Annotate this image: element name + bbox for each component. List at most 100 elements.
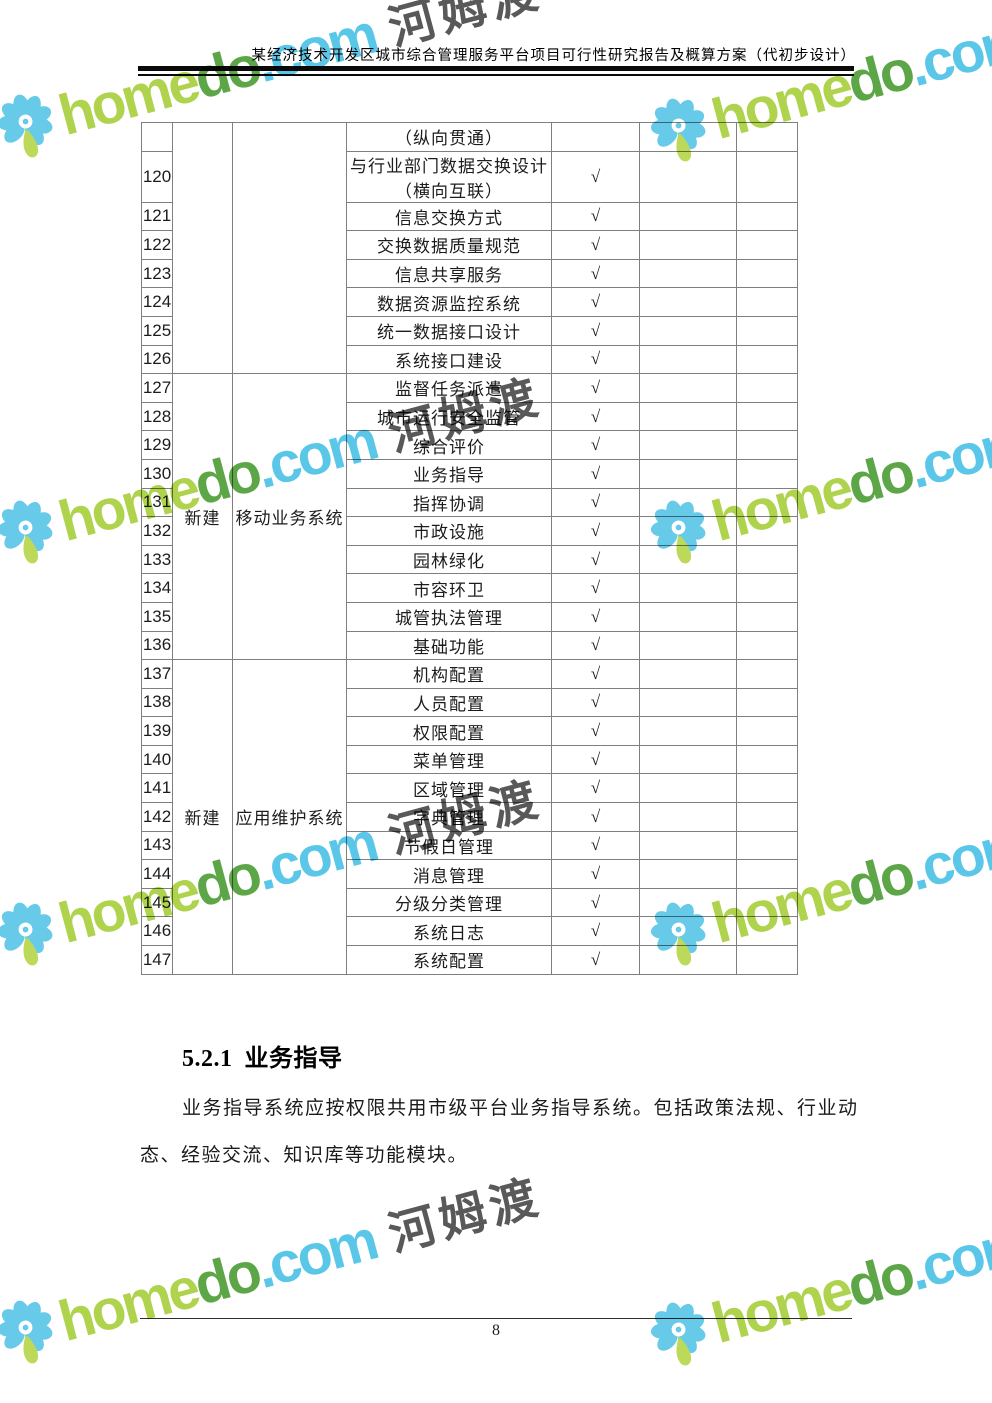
watermark: homedo.com 河姆渡 xyxy=(0,1159,550,1377)
section-number: 5.2.1 xyxy=(182,1046,233,1072)
table-row: 122 交换数据质量规范 √ xyxy=(141,230,798,260)
check-cell: √ xyxy=(551,287,640,317)
feature-cell: 区域管理 xyxy=(346,773,552,804)
table-row: 131 指挥协调 √ xyxy=(141,487,798,518)
document-header-title: 某经济技术开发区城市综合管理服务平台项目可行性研究报告及概算方案（代初步设计） xyxy=(251,48,856,64)
feature-cell: 业务指导 xyxy=(346,458,552,489)
table-row: （纵向贯通） xyxy=(141,121,798,375)
row-number-cell: 121 xyxy=(141,201,173,232)
empty-cell xyxy=(639,687,737,718)
empty-cell xyxy=(736,487,798,518)
check-cell xyxy=(551,122,640,152)
empty-cell xyxy=(736,773,798,804)
feature-cell: （纵向贯通） xyxy=(346,122,552,152)
empty-cell xyxy=(736,601,798,632)
row-number-cell: 134 xyxy=(141,573,173,603)
empty-cell xyxy=(639,230,737,260)
empty-cell xyxy=(639,487,737,518)
empty-cell xyxy=(639,744,737,775)
group-system-cell: 移动业务系统 xyxy=(232,373,347,661)
row-number-cell: 131 xyxy=(141,487,173,518)
empty-cell xyxy=(639,315,737,346)
row-number-cell: 139 xyxy=(141,716,173,746)
check-cell: √ xyxy=(551,573,640,603)
section-body: 业务指导系统应按权限共用市级平台业务指导系统。包括政策法规、行业动 态、经验交流… xyxy=(140,1085,857,1179)
empty-cell xyxy=(639,344,737,375)
empty-cell xyxy=(639,945,737,975)
row-number-cell: 132 xyxy=(141,516,173,546)
empty-cell xyxy=(639,802,737,832)
feature-cell: 综合评价 xyxy=(346,430,552,460)
empty-cell xyxy=(736,802,798,832)
row-number-cell: 144 xyxy=(141,859,173,889)
empty-cell xyxy=(639,887,737,918)
table-row: 145 分级分类管理 √ xyxy=(141,887,798,918)
row-number-cell: 122 xyxy=(141,230,173,260)
check-cell: √ xyxy=(551,315,640,346)
table-row: 136 基础功能 √ xyxy=(141,630,798,661)
feature-cell: 人员配置 xyxy=(346,687,552,718)
check-cell: √ xyxy=(551,916,640,947)
empty-cell xyxy=(639,458,737,489)
check-cell: √ xyxy=(551,601,640,632)
check-cell: √ xyxy=(551,830,640,861)
check-cell: √ xyxy=(551,344,640,375)
table-row: 125 统一数据接口设计 √ xyxy=(141,315,798,346)
row-number-cell: 123 xyxy=(141,258,173,289)
page-number: 8 xyxy=(492,1322,500,1339)
empty-cell xyxy=(736,315,798,346)
check-cell: √ xyxy=(551,487,640,518)
row-number-cell: 135 xyxy=(141,601,173,632)
check-cell: √ xyxy=(551,430,640,460)
empty-cell xyxy=(736,887,798,918)
check-cell: √ xyxy=(551,458,640,489)
watermark: homedo.com 河姆渡 xyxy=(642,1161,992,1379)
check-cell: √ xyxy=(551,716,640,746)
group-build-cell: 新建 xyxy=(172,373,233,661)
row-number-cell: 127 xyxy=(141,373,173,403)
group-build-cell-blank xyxy=(172,121,233,375)
feature-cell: 城市运行安全监管 xyxy=(346,401,552,432)
check-cell: √ xyxy=(551,687,640,718)
check-cell: √ xyxy=(551,887,640,918)
empty-cell xyxy=(639,544,737,575)
empty-cell xyxy=(639,287,737,317)
feature-cell: 消息管理 xyxy=(346,859,552,889)
row-number-cell: 133 xyxy=(141,544,173,575)
empty-cell xyxy=(736,401,798,432)
homedo-flower-icon xyxy=(0,902,53,966)
feature-cell: 系统接口建设 xyxy=(346,344,552,375)
feature-cell: 信息共享服务 xyxy=(346,258,552,289)
empty-cell xyxy=(736,716,798,746)
empty-cell xyxy=(736,201,798,232)
empty-cell xyxy=(736,744,798,775)
group-system-cell: 应用维护系统 xyxy=(232,659,347,975)
check-cell: √ xyxy=(551,150,640,203)
row-number-cell: 124 xyxy=(141,287,173,317)
group-system-cell-blank xyxy=(232,121,347,375)
check-cell: √ xyxy=(551,744,640,775)
table-row: 130 业务指导 √ xyxy=(141,458,798,489)
feature-cell: 分级分类管理 xyxy=(346,887,552,918)
empty-cell xyxy=(736,916,798,947)
empty-cell xyxy=(736,150,798,203)
row-number-cell: 143 xyxy=(141,830,173,861)
footer-rule xyxy=(140,1318,852,1319)
empty-cell xyxy=(639,659,737,689)
feature-cell: 统一数据接口设计 xyxy=(346,315,552,346)
row-number-cell: 142 xyxy=(141,802,173,832)
table-row: 126 系统接口建设 √ xyxy=(141,344,798,375)
empty-cell xyxy=(736,373,798,403)
check-cell: √ xyxy=(551,230,640,260)
feature-cell: 权限配置 xyxy=(346,716,552,746)
table-row: 123 信息共享服务 √ xyxy=(141,258,798,289)
feature-table: （纵向贯通） 120 与行业部门数据交换设计 （横向互联） √ 121 信息交换… xyxy=(141,121,798,975)
feature-cell: 城管执法管理 xyxy=(346,601,552,632)
header-double-rule xyxy=(138,66,854,76)
check-cell: √ xyxy=(551,802,640,832)
feature-cell: 监督任务派遣 xyxy=(346,373,552,403)
empty-cell xyxy=(736,516,798,546)
feature-cell: 市政设施 xyxy=(346,516,552,546)
empty-cell xyxy=(736,344,798,375)
feature-cell: 节假日管理 xyxy=(346,830,552,861)
